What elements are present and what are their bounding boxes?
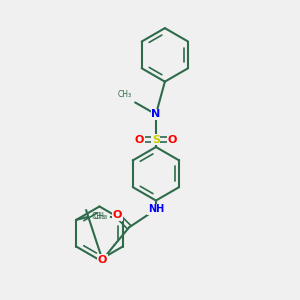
Text: O: O — [112, 210, 122, 220]
Text: N: N — [151, 109, 160, 119]
Text: CH₃: CH₃ — [91, 212, 105, 221]
Text: S: S — [152, 135, 160, 145]
Text: CH₃: CH₃ — [94, 212, 108, 221]
Text: NH: NH — [148, 204, 164, 214]
Text: O: O — [135, 135, 144, 145]
Text: O: O — [168, 135, 177, 145]
Text: O: O — [98, 255, 107, 265]
Text: CH₃: CH₃ — [118, 91, 132, 100]
